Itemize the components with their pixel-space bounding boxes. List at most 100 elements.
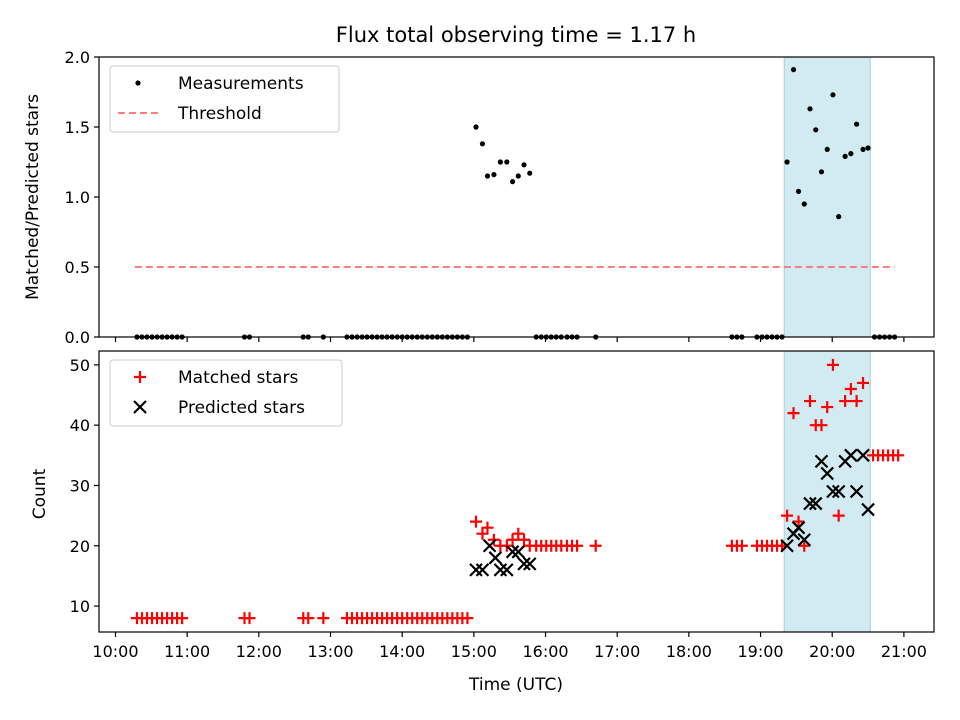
bottom-y-tick-label-0: 10 — [70, 597, 90, 616]
measurement-point-83 — [865, 145, 871, 151]
measurement-point-75 — [818, 169, 825, 175]
predicted-star-point-17 — [820, 466, 834, 481]
top-y-tick-label-3: 1.5 — [65, 118, 90, 137]
top-y-axis-label: Matched/Predicted stars — [23, 94, 43, 300]
bottom-y-axis-label: Count — [30, 468, 50, 519]
predicted-star-point-24 — [861, 502, 875, 517]
predicted-star-point-22 — [849, 484, 864, 499]
matched-star-point-78 — [832, 509, 845, 522]
matched-star-point-43 — [487, 533, 500, 546]
x-axis-label: Time (UTC) — [468, 675, 563, 695]
predicted-star-point-9 — [522, 557, 537, 571]
x-tick-label-6: 16:00 — [522, 642, 568, 661]
matched-star-point-79 — [839, 395, 852, 408]
predicted-star-point-18 — [826, 484, 840, 499]
matched-star-point-76 — [821, 401, 834, 414]
top-legend-label-1: Threshold — [177, 104, 262, 124]
x-tick-label-9: 19:00 — [737, 642, 783, 661]
measurement-point-70 — [790, 67, 797, 73]
matched-star-point-42 — [481, 521, 494, 534]
measurement-point-81 — [853, 121, 860, 127]
measurement-point-72 — [801, 201, 807, 207]
predicted-star-point-12 — [791, 520, 806, 535]
bottom-panel: 10 20 30 40 50 10:00 11:00 12:00 13:00 14:00 15:00… — [70, 350, 935, 661]
matched-star-point-40 — [470, 515, 483, 528]
predicted-star-point-1 — [475, 563, 490, 577]
matched-star-point-82 — [857, 376, 870, 389]
top-y-tick-label-2: 1.0 — [65, 188, 90, 207]
measurement-point-45 — [504, 159, 510, 165]
measurement-point-80 — [848, 151, 854, 157]
matched-star-point-73 — [804, 395, 817, 408]
matched-star-point-47 — [512, 527, 525, 540]
matched-star-point-46 — [506, 533, 519, 546]
x-tick-label-3: 13:00 — [307, 642, 353, 661]
top-y-tick-label-0: 0.0 — [65, 328, 90, 347]
x-tick-label-8: 18:00 — [666, 642, 712, 661]
predicted-star-point-0 — [469, 563, 483, 577]
measurement-point-76 — [824, 146, 830, 152]
matched-star-point-48 — [518, 533, 531, 546]
predicted-star-point-13 — [797, 532, 812, 547]
bottom-y-tick-label-2: 30 — [70, 476, 90, 495]
x-tick-label-1: 11:00 — [164, 642, 210, 661]
predicted-star-point-2 — [482, 538, 497, 553]
measurement-point-69 — [784, 159, 790, 165]
legend-predicted-marker — [133, 400, 147, 414]
predicted-star-point-14 — [803, 496, 817, 511]
x-tick-label-2: 12:00 — [236, 642, 282, 661]
matched-star-point-9 — [176, 612, 189, 625]
matched-star-point-81 — [850, 395, 863, 408]
top-y-tick-label-1: 0.5 — [65, 258, 90, 277]
measurement-point-41 — [479, 141, 486, 147]
predicted-star-point-7 — [511, 545, 526, 559]
bottom-legend — [109, 359, 343, 427]
chart-title: Flux total observing time = 1.17 h — [336, 23, 696, 47]
predicted-star-point-4 — [493, 563, 508, 577]
matched-star-point-70 — [787, 407, 800, 420]
measurement-point-73 — [807, 106, 813, 112]
matched-star-point-71 — [792, 515, 805, 528]
matched-star-point-41 — [476, 527, 489, 540]
x-tick-label-4: 14:00 — [379, 642, 425, 661]
bottom-frame — [98, 350, 935, 633]
measurement-point-42 — [484, 173, 491, 179]
predicted-star-point-3 — [488, 551, 503, 565]
matched-star-point-62 — [735, 539, 748, 552]
measurement-point-78 — [836, 214, 842, 220]
predicted-star-point-23 — [856, 448, 870, 463]
matched-star-point-13 — [302, 612, 315, 625]
top-panel: 0.0 0.5 1.0 1.5 2.0 Measurements Threshold — [65, 48, 935, 347]
bottom-y-tick-label-4: 50 — [70, 356, 90, 375]
measurement-point-46 — [509, 179, 516, 185]
measurement-point-40 — [473, 124, 479, 130]
predicted-star-point-15 — [808, 496, 823, 511]
matched-star-point-80 — [844, 382, 857, 395]
legend-measurements-marker — [135, 80, 141, 86]
legend-matched-marker — [134, 371, 146, 383]
predicted-star-point-10 — [780, 538, 794, 553]
measurement-point-77 — [830, 92, 836, 98]
top-legend-label-0: Measurements — [178, 74, 304, 94]
matched-star-point-69 — [781, 509, 794, 522]
measurement-point-44 — [497, 159, 503, 165]
predicted-star-point-16 — [814, 454, 829, 469]
predicted-star-point-6 — [505, 545, 520, 559]
measurement-point-71 — [795, 188, 802, 194]
bottom-y-tick-label-1: 20 — [70, 537, 90, 556]
matched-star-point-58 — [571, 539, 584, 552]
measurement-point-47 — [515, 173, 521, 179]
predicted-star-point-5 — [500, 563, 514, 577]
predicted-star-point-21 — [844, 448, 858, 463]
matched-star-point-39 — [461, 612, 474, 625]
top-y-tick-label-4: 2.0 — [65, 48, 90, 67]
measurement-point-43 — [491, 172, 497, 178]
predicted-star-point-8 — [517, 557, 531, 571]
x-tick-label-5: 15:00 — [451, 642, 497, 661]
matched-star-point-88 — [892, 449, 905, 462]
top-highlight-span — [783, 56, 871, 338]
bottom-legend-label-1: Predicted stars — [178, 398, 305, 418]
bottom-y-tick-label-3: 40 — [70, 416, 90, 435]
matched-star-point-77 — [826, 358, 839, 371]
